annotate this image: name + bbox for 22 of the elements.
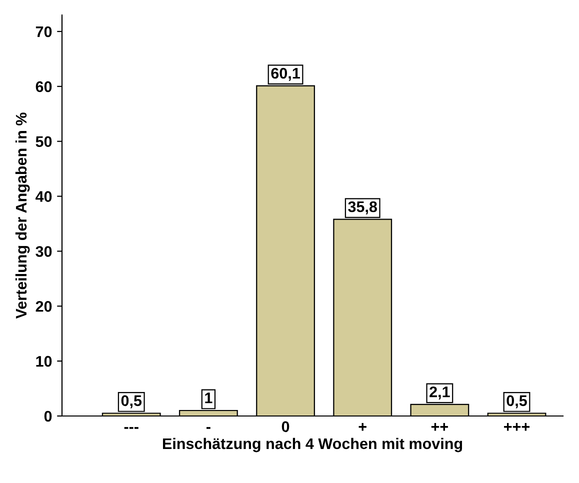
- data-label: 1: [205, 392, 212, 404]
- y-tick-label: 60: [36, 81, 52, 92]
- data-label: 0,5: [121, 395, 142, 408]
- x-tick-label: 0: [282, 421, 290, 432]
- data-label: 0,5: [506, 395, 527, 408]
- data-label: 2,1: [430, 386, 450, 400]
- y-tick-label: 20: [36, 301, 52, 312]
- y-axis-title: Verteilung der Angaben in %: [15, 112, 30, 319]
- x-axis-title: Einschätzung nach 4 Wochen mit moving: [162, 438, 462, 452]
- x-tick-label: -: [206, 427, 210, 429]
- y-tick-label: 40: [36, 191, 52, 202]
- y-tick-label: 50: [36, 136, 52, 148]
- x-tick-label: +: [358, 422, 366, 431]
- y-tick-label: 10: [36, 356, 52, 367]
- x-tick-label: +++: [504, 422, 530, 431]
- data-label: 60,1: [271, 68, 300, 81]
- y-tick-label: 0: [44, 410, 52, 422]
- x-tick-label: ---: [124, 427, 138, 429]
- data-label: 35,8: [348, 201, 377, 214]
- y-tick-label: 30: [36, 246, 52, 257]
- x-tick-label: ++: [431, 422, 448, 431]
- y-tick-label: 70: [36, 26, 52, 38]
